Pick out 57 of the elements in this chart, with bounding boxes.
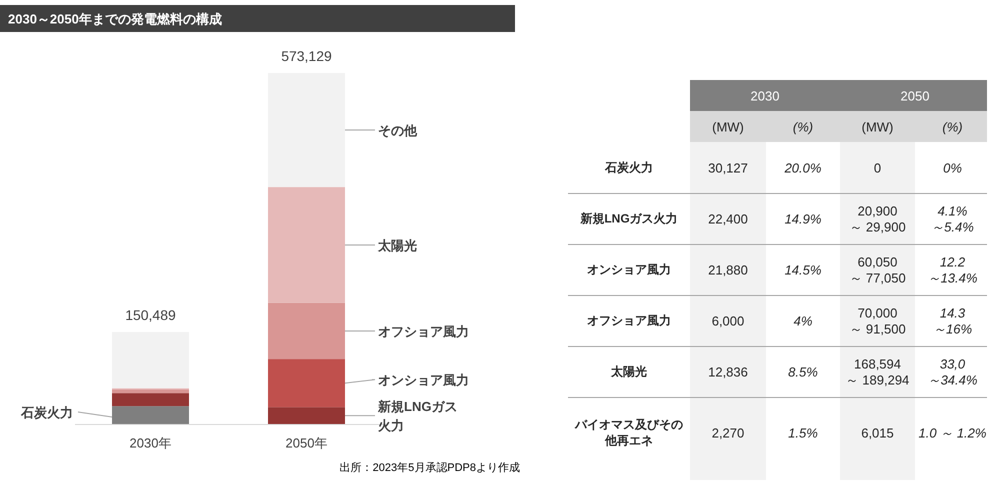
bar <box>112 389 189 394</box>
text: オフショア風力 <box>378 323 469 338</box>
text: 20.0% <box>784 160 822 175</box>
text: 出所：2023年5月承認PDP8より作成 <box>340 461 520 474</box>
bar <box>112 393 189 406</box>
text: 0% <box>943 160 962 175</box>
bar <box>112 406 189 424</box>
text: 4.1% ～5.4% <box>931 203 974 234</box>
text: 6,015 <box>861 425 894 440</box>
text: 新規LNGガス火力 <box>377 398 458 433</box>
annotation: 150,489 <box>125 307 176 324</box>
category-label: (%) <box>942 120 963 134</box>
text: 太陽光 <box>377 237 417 252</box>
text: 14.3 ～16% <box>932 305 972 336</box>
category-label: オンショア風力 <box>587 262 671 276</box>
category-label: 太陽光 <box>611 364 647 378</box>
text: 20,900 ～ 29,900 <box>849 203 906 234</box>
text: 0 <box>874 160 882 175</box>
category-label: (MW) <box>862 120 894 134</box>
text: その他 <box>378 122 418 138</box>
category-label: (MW) <box>712 120 744 134</box>
category-label: バイオマス及びその他再エネ <box>575 418 683 448</box>
bar <box>268 359 345 408</box>
text: 30,127 <box>708 160 748 175</box>
bar <box>268 407 345 424</box>
x-tick-label: 2030年 <box>130 436 172 450</box>
text: オンショア風力 <box>378 372 469 388</box>
text: 21,880 <box>708 262 748 277</box>
bar <box>268 73 345 188</box>
text: 70,000 ～ 91,500 <box>849 305 906 336</box>
text: 60,050 ～ 77,050 <box>849 254 906 285</box>
x-tick-label: 2050年 <box>286 436 328 450</box>
text: 2050 <box>900 88 930 104</box>
text: 1.5% <box>788 425 818 440</box>
annotation: 573,129 <box>281 48 332 64</box>
text: 4% <box>794 313 812 328</box>
category-label: オフショア風力 <box>587 314 671 328</box>
category-label: 新規LNGガス火力 <box>580 212 678 226</box>
text: 14.5% <box>784 262 822 277</box>
text: 6,000 <box>712 313 744 328</box>
bar <box>268 302 345 360</box>
bar <box>268 187 345 303</box>
text: 2,270 <box>712 425 744 440</box>
category-label: (%) <box>792 120 814 134</box>
text: 石炭火力 <box>20 404 73 420</box>
bar <box>112 332 189 388</box>
text: 8.5% <box>788 364 818 379</box>
text: 12,836 <box>708 364 748 379</box>
text: 22,400 <box>708 211 748 226</box>
text: 168,594 ～ 189,294 <box>846 356 910 387</box>
chart-title: 2030～2050年までの発電燃料の構成 <box>8 12 222 26</box>
text: 2030 <box>750 88 780 104</box>
text: 12.2 ～13.4% <box>928 254 978 285</box>
text: 14.9% <box>784 211 822 226</box>
text: 1.0 ～ 1.2% <box>918 425 986 440</box>
category-label: 石炭火力 <box>605 160 653 174</box>
text: 33,0 ～34.4% <box>928 356 978 387</box>
